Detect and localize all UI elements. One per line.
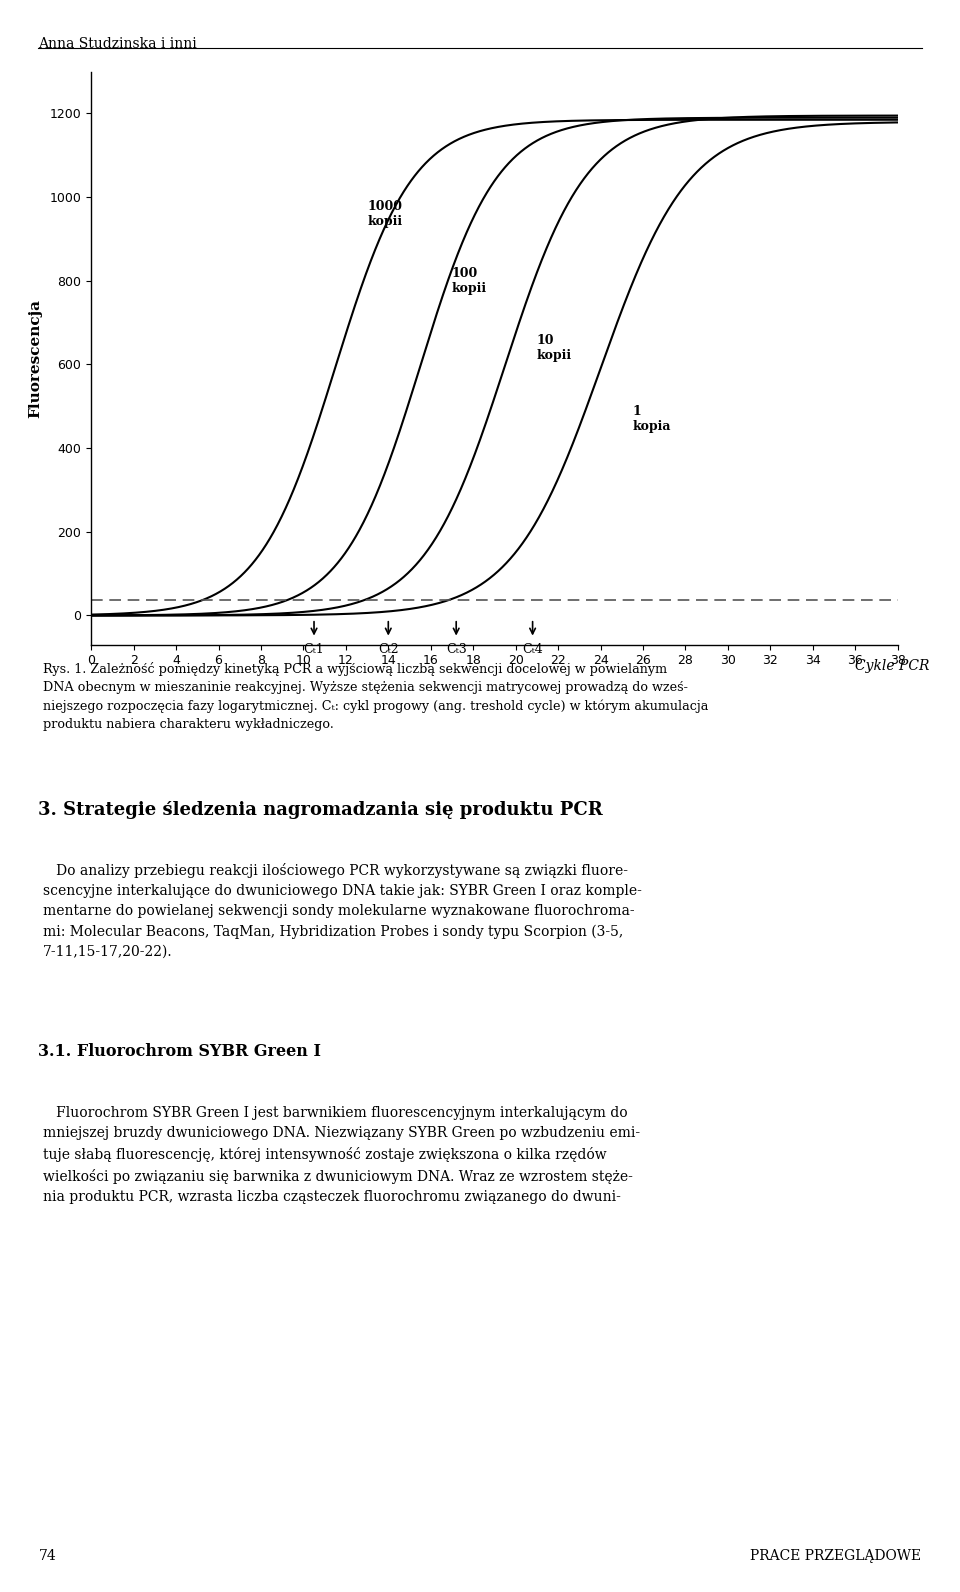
Text: 100
kopii: 100 kopii	[452, 267, 487, 295]
Text: 10
kopii: 10 kopii	[537, 334, 572, 361]
Text: 3. Strategie śledzenia nagromadzania się produktu PCR: 3. Strategie śledzenia nagromadzania się…	[38, 801, 603, 818]
Text: Cₜ1: Cₜ1	[303, 643, 324, 656]
Text: 74: 74	[38, 1549, 56, 1563]
Text: Cₜ3: Cₜ3	[445, 643, 467, 656]
Text: Cₜ4: Cₜ4	[522, 643, 543, 656]
Text: 3.1. Fluorochrom SYBR Green I: 3.1. Fluorochrom SYBR Green I	[38, 1043, 322, 1060]
Text: 1
kopia: 1 kopia	[633, 404, 671, 433]
Text: Do analizy przebiegu reakcji ilościowego PCR wykorzystywane są związki fluore-
s: Do analizy przebiegu reakcji ilościowego…	[43, 863, 642, 958]
Text: 1000
kopii: 1000 kopii	[367, 201, 402, 228]
Y-axis label: Fluorescencja: Fluorescencja	[29, 299, 42, 417]
Text: Anna Studzinska i inni: Anna Studzinska i inni	[38, 37, 197, 51]
Text: Cykle PCR: Cykle PCR	[855, 659, 929, 673]
Text: Cₜ2: Cₜ2	[378, 643, 398, 656]
Text: Fluorochrom SYBR Green I jest barwnikiem fluorescencyjnym interkalującym do
mnie: Fluorochrom SYBR Green I jest barwnikiem…	[43, 1106, 640, 1204]
Text: PRACE PRZEGLĄDOWE: PRACE PRZEGLĄDOWE	[751, 1549, 922, 1563]
Text: Rys. 1. Zależność pomiędzy kinetyką PCR a wyjściową liczbą sekwencji docelowej w: Rys. 1. Zależność pomiędzy kinetyką PCR …	[43, 662, 708, 731]
